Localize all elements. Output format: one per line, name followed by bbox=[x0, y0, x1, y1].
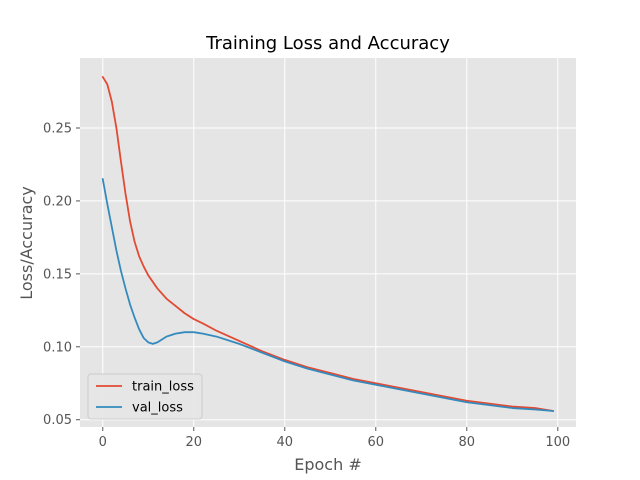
x-axis-label: Epoch # bbox=[294, 455, 361, 474]
legend-label-train_loss: train_loss bbox=[132, 380, 194, 395]
chart-title: Training Loss and Accuracy bbox=[205, 33, 450, 54]
x-tick-label: 40 bbox=[276, 435, 293, 450]
grid-lines bbox=[80, 58, 576, 427]
x-tick-label: 80 bbox=[459, 435, 476, 450]
y-tick-label: 0.20 bbox=[43, 194, 72, 209]
y-tick-label: 0.05 bbox=[43, 413, 72, 428]
y-tick-label: 0.10 bbox=[43, 340, 72, 355]
series-lines bbox=[101, 76, 555, 412]
val_loss-line bbox=[101, 178, 555, 412]
y-axis-label: Loss/Accuracy bbox=[17, 186, 36, 300]
train_loss-line bbox=[101, 76, 555, 412]
legend: train_loss val_loss bbox=[87, 373, 203, 420]
plot-area bbox=[80, 58, 576, 427]
legend-label-val_loss: val_loss bbox=[132, 401, 183, 416]
x-tick-label: 0 bbox=[99, 435, 107, 450]
y-tick-label: 0.15 bbox=[43, 267, 72, 282]
axis-ticks: 0 20 40 60 80 100 0.05 0.10 0.15 0.20 0.25 bbox=[43, 122, 570, 450]
y-tick-label: 0.25 bbox=[43, 122, 72, 137]
x-tick-label: 100 bbox=[545, 435, 570, 450]
x-tick-label: 20 bbox=[185, 435, 202, 450]
x-tick-label: 60 bbox=[368, 435, 385, 450]
